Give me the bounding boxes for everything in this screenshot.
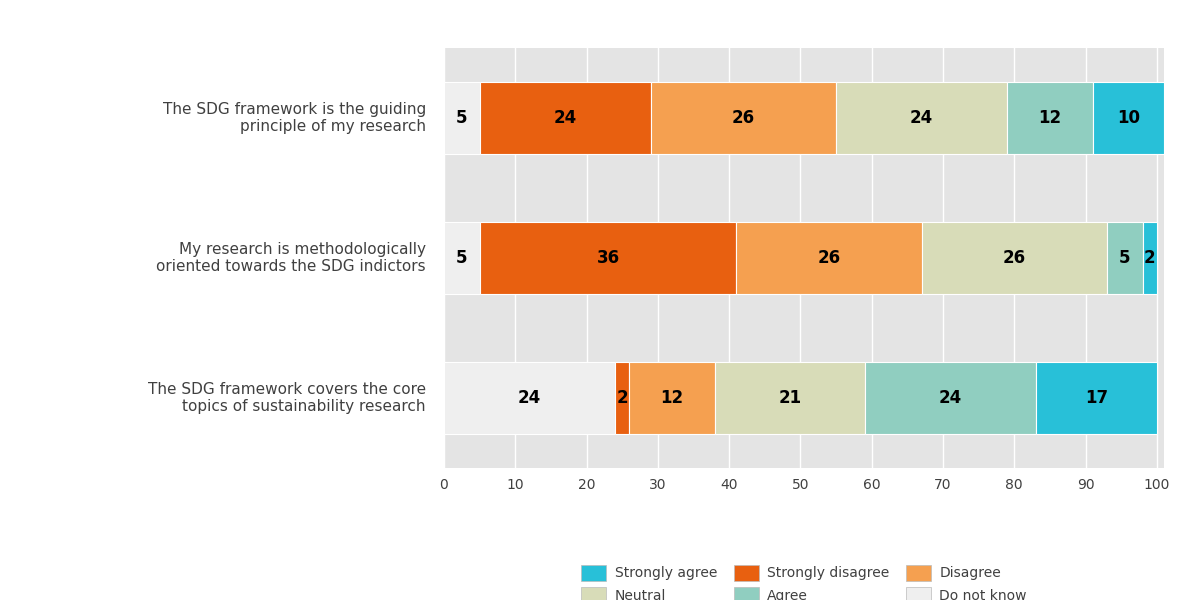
Bar: [650, 82, 836, 154]
Bar: [444, 362, 616, 434]
Text: 26: 26: [817, 249, 840, 267]
Bar: [1036, 362, 1157, 434]
Text: 2: 2: [617, 389, 628, 407]
Text: 10: 10: [1117, 109, 1140, 127]
Bar: [444, 82, 480, 154]
Bar: [864, 362, 1036, 434]
Text: 24: 24: [938, 389, 961, 407]
Text: 36: 36: [596, 249, 619, 267]
Bar: [1093, 82, 1164, 154]
Bar: [616, 362, 629, 434]
Text: 26: 26: [732, 109, 755, 127]
Bar: [629, 362, 715, 434]
Text: 2: 2: [1144, 249, 1156, 267]
Bar: [836, 82, 1007, 154]
Text: 5: 5: [456, 249, 468, 267]
Bar: [480, 221, 737, 295]
Bar: [715, 362, 864, 434]
Text: 17: 17: [1085, 389, 1108, 407]
Bar: [737, 221, 922, 295]
Text: 24: 24: [553, 109, 577, 127]
Text: 24: 24: [910, 109, 934, 127]
Legend: Strongly agree, Neutral, Strongly disagree, Agree, Disagree, Do not know: Strongly agree, Neutral, Strongly disagr…: [576, 559, 1032, 600]
Text: 21: 21: [778, 389, 802, 407]
Bar: [1106, 221, 1142, 295]
Bar: [480, 82, 650, 154]
Text: 26: 26: [1003, 249, 1026, 267]
Text: The SDG framework covers the core
topics of sustainability research: The SDG framework covers the core topics…: [148, 382, 426, 414]
Bar: [444, 221, 480, 295]
Text: 12: 12: [1038, 109, 1062, 127]
Text: 12: 12: [660, 389, 684, 407]
Text: My research is methodologically
oriented towards the SDG indictors: My research is methodologically oriented…: [156, 242, 426, 274]
Text: 5: 5: [456, 109, 468, 127]
Text: 5: 5: [1120, 249, 1130, 267]
Text: 24: 24: [518, 389, 541, 407]
Bar: [922, 221, 1106, 295]
Bar: [1007, 82, 1093, 154]
Bar: [1142, 221, 1157, 295]
Text: The SDG framework is the guiding
principle of my research: The SDG framework is the guiding princip…: [163, 102, 426, 134]
